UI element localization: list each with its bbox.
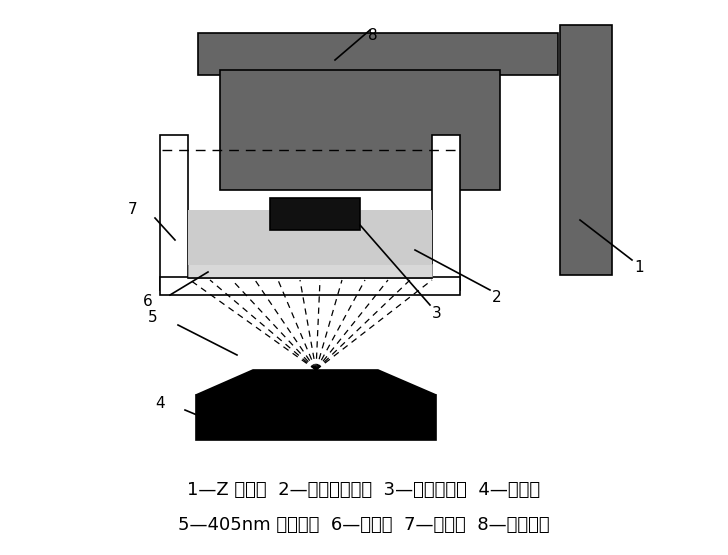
Text: 8: 8: [368, 28, 378, 43]
Bar: [220, 70, 500, 190]
Text: 6: 6: [143, 295, 153, 310]
Bar: [432, 135, 460, 290]
Bar: [196, 395, 436, 440]
Bar: [188, 264, 432, 278]
Text: 3: 3: [432, 305, 442, 320]
Bar: [270, 198, 360, 230]
Polygon shape: [196, 370, 436, 395]
Bar: [198, 33, 558, 75]
Text: 2: 2: [492, 290, 502, 305]
Text: 5—405nm 波长光线  6—离型膜  7—树脂槽  8—成型平台: 5—405nm 波长光线 6—离型膜 7—树脂槽 8—成型平台: [178, 516, 550, 534]
Bar: [560, 25, 612, 275]
Text: 5: 5: [148, 310, 158, 325]
Text: 7: 7: [128, 203, 138, 218]
Bar: [160, 277, 460, 295]
Text: 4: 4: [155, 396, 165, 411]
Text: 1—Z 运动轴  2—液态光敏树脂  3—已固化实体  4—面光源: 1—Z 运动轴 2—液态光敏树脂 3—已固化实体 4—面光源: [187, 481, 541, 499]
Text: 1: 1: [634, 260, 644, 275]
Bar: [160, 135, 188, 290]
Bar: [188, 210, 432, 265]
